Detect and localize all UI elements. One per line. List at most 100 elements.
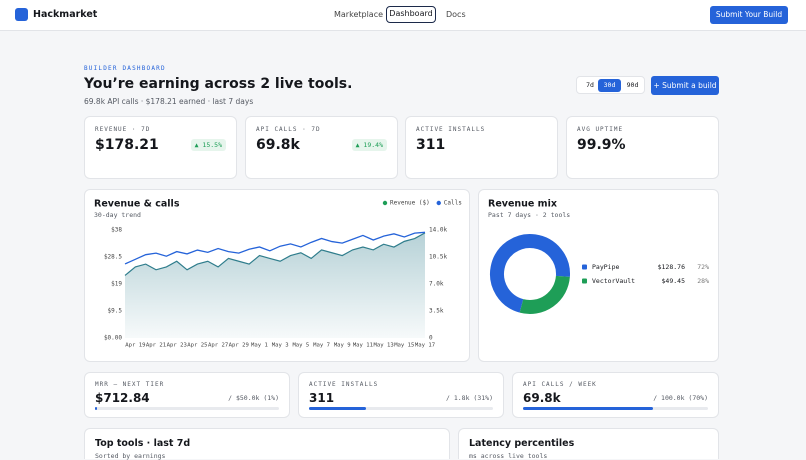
- progress-fill: [309, 407, 367, 410]
- x-tick-label: Apr 21: [146, 343, 166, 349]
- kpi-card: ACTIVE INSTALLS 311: [405, 116, 558, 179]
- y2-tick-label: 14.0k: [429, 227, 447, 234]
- y2-tick-label: 7.0k: [429, 281, 444, 288]
- legend-amount: $128.76: [658, 263, 685, 271]
- progress-fill: [523, 407, 653, 410]
- goal-value: 311: [309, 391, 335, 405]
- y-tick-label: $9.5: [108, 308, 123, 315]
- panel-subtitle: ms across live tools: [469, 452, 548, 460]
- nav-link-active[interactable]: Dashboard: [386, 6, 436, 23]
- goal-value: $712.84: [95, 391, 150, 405]
- mix-card: Revenue mix Past 7 days · 2 tools PayPip…: [478, 189, 719, 362]
- x-tick-label: Apr 19: [125, 343, 145, 349]
- nav-link[interactable]: Marketplace: [334, 10, 384, 19]
- goal-label: API CALLS / WEEK: [523, 381, 597, 388]
- trend-card: Revenue & calls 30-day trend $0.00 $9.5 $1…: [84, 189, 470, 362]
- range-toggle: 7d 30d 90d: [576, 76, 645, 94]
- submit-build-button[interactable]: + Submit a build: [651, 76, 719, 95]
- legend-label: PayPipe: [592, 263, 619, 271]
- y2-tick-label: 0: [429, 335, 433, 342]
- logo[interactable]: [15, 8, 28, 21]
- x-tick-label: May 3: [272, 343, 289, 349]
- y-tick-label: $0.00: [104, 335, 122, 342]
- x-tick-label: May 9: [334, 343, 351, 349]
- panel-subtitle: Sorted by earnings: [95, 452, 166, 460]
- nav-link[interactable]: Docs: [446, 10, 466, 19]
- x-tick-label: May 5: [292, 343, 309, 349]
- x-tick-label: May 1: [251, 343, 268, 349]
- legend-percent: 28%: [697, 277, 709, 285]
- goal-target: / 1.8k (31%): [446, 394, 493, 402]
- legend-label: Calls: [444, 200, 462, 207]
- revenue-line: [124, 232, 426, 276]
- legend-swatch: [582, 264, 587, 270]
- donut-segment: [490, 234, 570, 313]
- panel-card: Latency percentiles ms across live tools: [458, 428, 719, 460]
- brand[interactable]: Hackmarket: [33, 9, 98, 20]
- x-tick-label: May 15: [394, 343, 414, 349]
- revenue-area: [125, 232, 425, 338]
- legend-amount: $49.45: [662, 277, 686, 285]
- legend-dot: [382, 200, 388, 206]
- progress-track: [309, 407, 493, 410]
- legend-swatch: [582, 278, 587, 284]
- headline: You’re earning across 2 live tools.: [84, 76, 353, 92]
- eyebrow: BUILDER DASHBOARD: [84, 65, 166, 72]
- x-tick-label: Apr 25: [187, 343, 207, 349]
- goal-target: / 100.0k (70%): [653, 394, 708, 402]
- kpi-value: 311: [416, 137, 446, 153]
- range-option[interactable]: 90d: [626, 81, 639, 89]
- range-option-active[interactable]: 30d: [598, 79, 621, 92]
- top-bar: Hackmarket Marketplace Dashboard Docs Su…: [0, 0, 806, 31]
- x-tick-label: Apr 29: [229, 343, 249, 349]
- kpi-delta: ▲ 15.5%: [190, 139, 226, 151]
- x-tick-label: Apr 27: [208, 343, 228, 349]
- kpi-label: API CALLS · 7D: [256, 126, 321, 133]
- kpi-value: 99.9%: [577, 137, 626, 153]
- x-tick-label: May 11: [353, 343, 373, 349]
- range-option[interactable]: 7d: [586, 81, 594, 89]
- y2-tick-label: 3.5k: [429, 308, 444, 315]
- kpi-delta: ▲ 19.4%: [351, 139, 387, 151]
- panel-title: Latency percentiles: [469, 438, 575, 449]
- legend-label: Revenue ($): [390, 200, 430, 207]
- chart-title: Revenue & calls: [94, 199, 180, 210]
- chart-subtitle: 30-day trend: [94, 211, 141, 219]
- x-tick-label: May 13: [374, 343, 394, 349]
- legend-dot: [436, 200, 441, 206]
- legend-label: VectorVault: [592, 277, 635, 285]
- chart-subtitle: Past 7 days · 2 tools: [488, 211, 570, 219]
- goal-card: ACTIVE INSTALLS 311 / 1.8k (31%): [298, 372, 504, 418]
- progress-track: [523, 407, 708, 410]
- kpi-label: ACTIVE INSTALLS: [416, 126, 486, 133]
- chart-title: Revenue mix: [488, 199, 557, 210]
- x-tick-label: Apr 23: [167, 343, 187, 349]
- kpi-value: $178.21: [95, 137, 159, 153]
- progress-track: [95, 407, 279, 410]
- goal-card: MRR — NEXT TIER $712.84 / $50.0k (1%): [84, 372, 290, 418]
- mix-chart: Revenue mix Past 7 days · 2 tools PayPip…: [488, 199, 709, 314]
- progress-fill: [95, 407, 97, 410]
- panel-card: Top tools · last 7d Sorted by earnings: [84, 428, 450, 460]
- subheadline: 69.8k API calls · $178.21 earned · last …: [84, 97, 254, 106]
- y2-tick-label: 10.5k: [429, 254, 447, 261]
- goal-label: ACTIVE INSTALLS: [309, 381, 379, 388]
- goal-label: MRR — NEXT TIER: [95, 381, 165, 388]
- kpi-label: REVENUE · 7D: [95, 126, 151, 133]
- kpi-card: REVENUE · 7D $178.21 ▲ 15.5%: [84, 116, 237, 179]
- panel-title: Top tools · last 7d: [95, 438, 191, 449]
- calls-line: [124, 231, 426, 265]
- trend-chart: Revenue & calls 30-day trend $0.00 $9.5 $1…: [94, 199, 462, 349]
- x-tick-label: May 7: [313, 343, 330, 349]
- goal-value: 69.8k: [523, 391, 561, 405]
- x-tick-label: May 17: [415, 343, 435, 349]
- goal-target: / $50.0k (1%): [228, 394, 279, 402]
- kpi-value: 69.8k: [256, 137, 300, 153]
- y-tick-label: $19: [111, 281, 122, 288]
- submit-button[interactable]: Submit Your Build: [710, 6, 788, 24]
- y-tick-label: $38: [111, 227, 122, 234]
- donut-segment: [519, 275, 570, 314]
- kpi-card: AVG UPTIME 99.9%: [566, 116, 719, 179]
- legend-percent: 72%: [697, 263, 709, 271]
